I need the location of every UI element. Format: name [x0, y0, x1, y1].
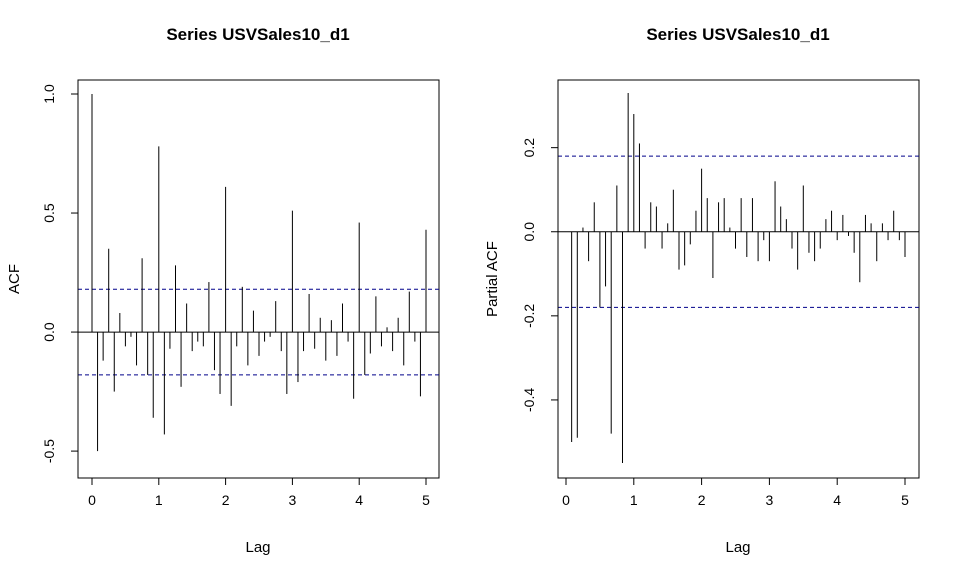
acf-x-tick-label: 3	[289, 492, 297, 508]
acf-y-tick-label: 1.0	[41, 84, 57, 104]
pacf-plot-frame	[557, 79, 920, 479]
acf-x-axis-label: Lag	[245, 539, 270, 556]
pacf-y-tick-label: -0.2	[521, 304, 537, 328]
pacf-panel: Series USVSales10_d1 0 1 2 3 4 5 -0.4 -0.2 0.0 0…	[484, 25, 920, 556]
acf-y-tick-label: 0.0	[41, 322, 57, 342]
pacf-x-tick-label: 0	[562, 492, 570, 508]
acf-x-tick-label: 5	[422, 492, 430, 508]
pacf-y-tick-label: 0.0	[521, 222, 537, 242]
pacf-x-tick-label: 1	[630, 492, 638, 508]
acf-panel: Series USVSales10_d1 0 1 2 3 4 5 -0.5 0.0 0.5 1.…	[6, 25, 440, 556]
pacf-y-tick-label: -0.4	[521, 388, 537, 412]
pacf-x-axis-label: Lag	[725, 539, 750, 556]
acf-x-tick-label: 4	[355, 492, 363, 508]
acf-plot-frame	[77, 79, 440, 479]
acf-y-axis-label: ACF	[6, 264, 23, 294]
pacf-x-tick-label: 5	[901, 492, 909, 508]
pacf-y-tick-label: 0.2	[521, 138, 537, 158]
pacf-x-axis: 0 1 2 3 4 5	[562, 477, 909, 508]
pacf-spikes	[571, 93, 906, 463]
acf-y-tick-label: 0.5	[41, 203, 57, 223]
acf-x-tick-label: 1	[155, 492, 163, 508]
pacf-x-tick-label: 2	[698, 492, 706, 508]
pacf-x-tick-label: 3	[766, 492, 774, 508]
acf-title: Series USVSales10_d1	[166, 25, 349, 44]
acf-spikes	[91, 94, 427, 452]
pacf-y-axis: -0.4 -0.2 0.0 0.2	[521, 138, 559, 412]
acf-x-axis: 0 1 2 3 4 5	[88, 477, 430, 508]
acf-y-tick-label: -0.5	[41, 439, 57, 463]
acf-x-tick-label: 2	[222, 492, 230, 508]
acf-y-axis: -0.5 0.0 0.5 1.0	[41, 84, 79, 463]
pacf-y-axis-label: Partial ACF	[484, 241, 501, 317]
pacf-title: Series USVSales10_d1	[646, 25, 829, 44]
acf-x-tick-label: 0	[88, 492, 96, 508]
pacf-x-tick-label: 4	[833, 492, 841, 508]
